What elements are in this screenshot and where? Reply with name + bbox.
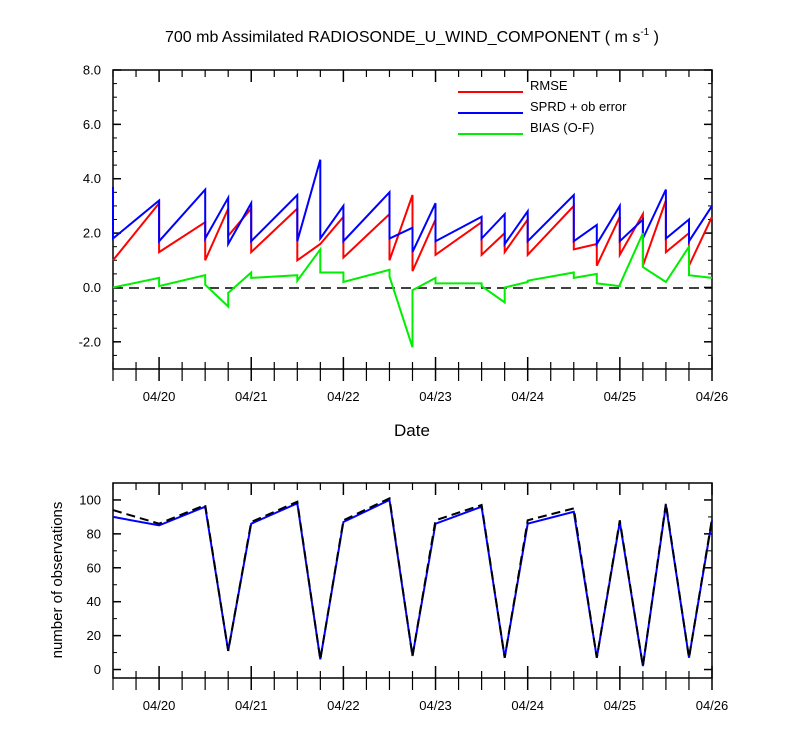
legend-label: RMSE — [530, 78, 568, 93]
series-line-sprd-ob-error — [112, 159, 713, 253]
y-tick-label: 4.0 — [83, 171, 101, 186]
x-tick-label: 04/21 — [235, 698, 268, 713]
series-line-observations-used — [112, 498, 713, 667]
bottom-chart-panel: number of observations 0 20 40 60 80 100 04/2… — [49, 482, 729, 713]
y-tick-label: 100 — [79, 492, 101, 507]
x-tick-label: 04/24 — [511, 698, 544, 713]
top-y-axis-ticks: 8.0 6.0 4.0 2.0 0.0 -2.0 — [79, 63, 712, 370]
series-line-observations-possible — [112, 496, 713, 667]
x-tick-label: 04/25 — [604, 698, 637, 713]
bottom-series-group — [112, 496, 713, 667]
y-axis-title: number of observations — [49, 502, 66, 659]
x-tick-label: 04/23 — [419, 389, 452, 404]
y-tick-label: 2.0 — [83, 226, 101, 241]
x-axis-title: Date — [394, 421, 430, 440]
legend: RMSE SPRD + ob error BIAS (O-F) — [458, 78, 627, 135]
y-tick-label: 6.0 — [83, 117, 101, 132]
x-tick-label: 04/21 — [235, 389, 268, 404]
y-tick-label: 0.0 — [83, 280, 101, 295]
bottom-y-axis-ticks: 0 20 40 60 80 100 — [79, 482, 712, 677]
legend-label: SPRD + ob error — [530, 99, 627, 114]
y-tick-label: 80 — [87, 526, 101, 541]
y-tick-label: 0 — [94, 662, 101, 677]
top-chart-panel: 8.0 6.0 4.0 2.0 0.0 -2.0 04/20 04/21 04/22 04/23… — [79, 63, 729, 405]
top-x-axis-ticks: 04/20 04/21 04/22 04/23 04/24 04/25 04/26 — [112, 70, 729, 404]
x-tick-label: 04/26 — [696, 698, 729, 713]
series-line-bias-o-f — [112, 232, 713, 348]
x-tick-label: 04/24 — [511, 389, 544, 404]
top-series-group — [112, 159, 713, 348]
x-tick-label: 04/20 — [143, 698, 176, 713]
x-tick-label: 04/25 — [604, 389, 637, 404]
y-tick-label: 8.0 — [83, 63, 101, 78]
x-tick-label: 04/22 — [327, 389, 360, 404]
y-tick-label: 60 — [87, 560, 101, 575]
y-tick-label: -2.0 — [79, 334, 101, 349]
x-tick-label: 04/23 — [419, 698, 452, 713]
y-tick-label: 40 — [87, 594, 101, 609]
x-tick-label: 04/26 — [696, 389, 729, 404]
x-tick-label: 04/22 — [327, 698, 360, 713]
y-tick-label: 20 — [87, 628, 101, 643]
x-tick-label: 04/20 — [143, 389, 176, 404]
bottom-plot-frame — [112, 482, 713, 679]
bottom-x-axis-ticks: 04/20 04/21 04/22 04/23 04/24 04/25 04/26 — [112, 483, 729, 713]
chart-title: 700 mb Assimilated RADIOSONDE_U_WIND_COM… — [165, 27, 659, 46]
legend-label: BIAS (O-F) — [530, 120, 594, 135]
